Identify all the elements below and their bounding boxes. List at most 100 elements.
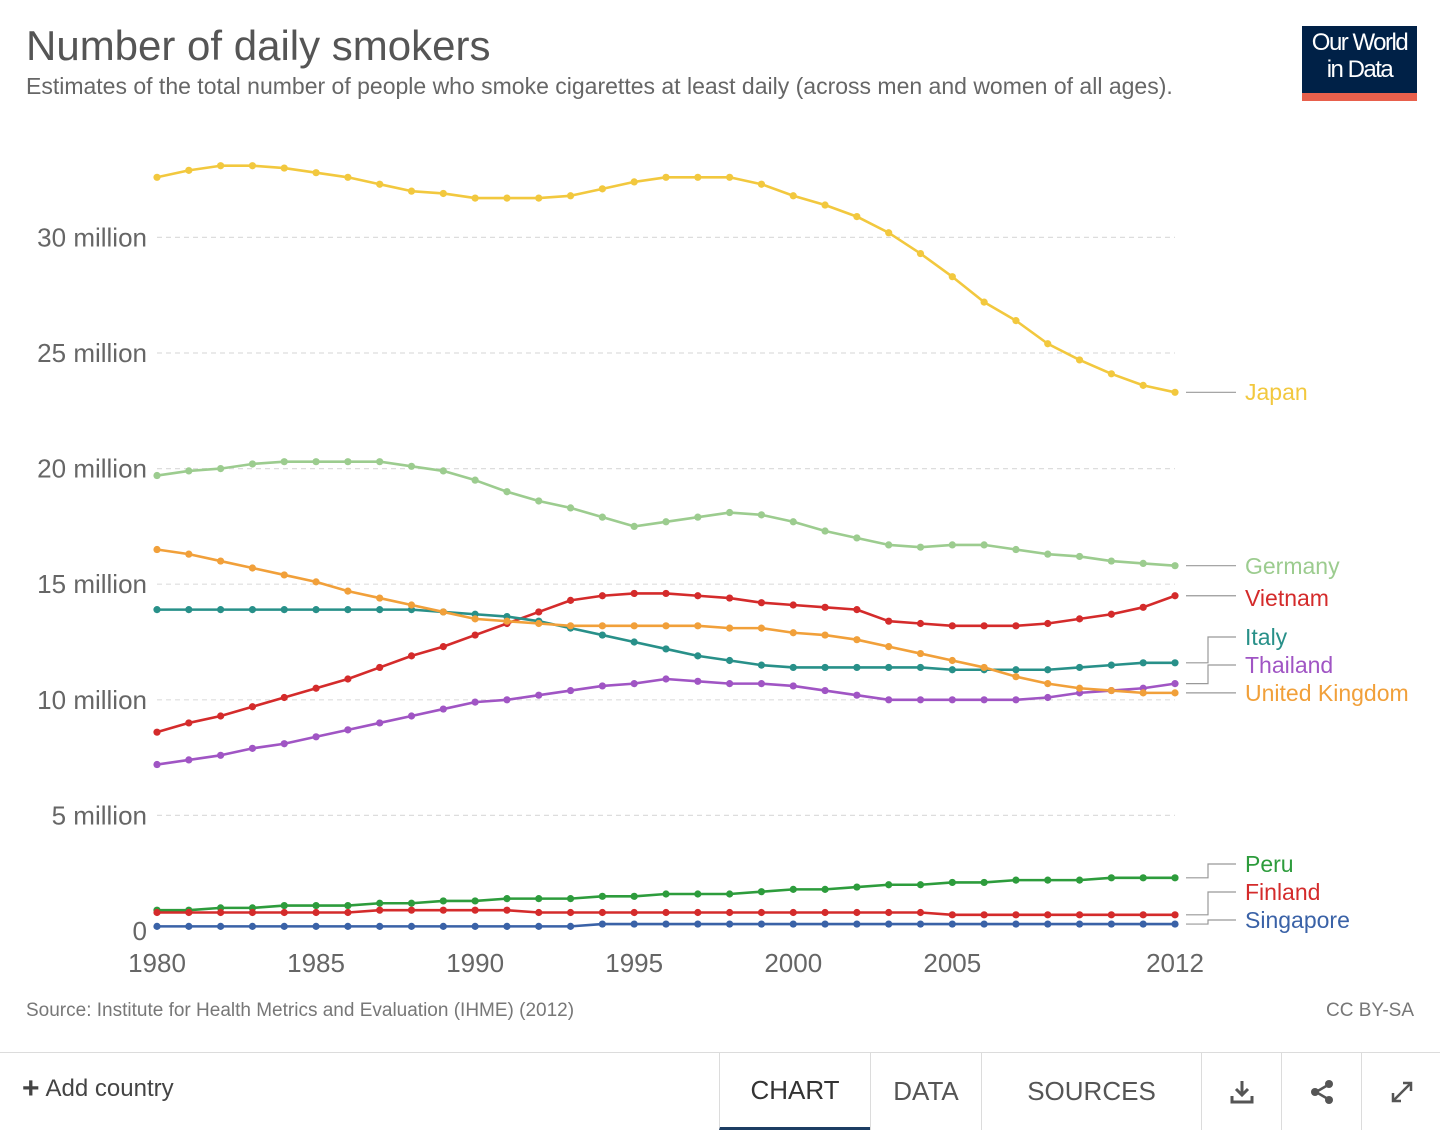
line-chart: 0 5 million 10 million 15 million 20 million… [37, 162, 1409, 978]
data-point [821, 663, 829, 672]
data-point [1107, 370, 1115, 378]
data-point [566, 908, 575, 917]
data-point [789, 518, 797, 526]
data-point [1171, 874, 1179, 882]
data-point [153, 760, 161, 769]
data-point [503, 617, 511, 625]
series-line [156, 164, 1176, 394]
series-germany [153, 458, 1179, 570]
data-point [853, 920, 861, 928]
data-point [1107, 911, 1115, 919]
data-point [980, 298, 988, 306]
y-tick-label: 20 million [37, 454, 147, 484]
data-point [1139, 874, 1147, 882]
data-point [217, 908, 225, 917]
data-point [980, 878, 988, 887]
data-point [503, 488, 511, 496]
data-point [407, 922, 416, 930]
x-tick-label: 2000 [764, 948, 822, 978]
series-japan [153, 162, 1179, 396]
tab-data[interactable]: DATA [870, 1053, 981, 1130]
data-point [1107, 661, 1115, 669]
data-point [694, 592, 702, 600]
download-icon [1230, 1080, 1253, 1103]
data-point [1139, 559, 1147, 567]
add-country-button[interactable]: + Add country [22, 1074, 174, 1104]
legend-leader-line [1186, 664, 1236, 685]
data-point [471, 922, 479, 930]
data-point [471, 631, 479, 639]
data-point [948, 541, 956, 549]
data-point [1044, 920, 1052, 928]
data-point [248, 908, 257, 917]
data-point [853, 636, 861, 644]
data-point [1107, 686, 1115, 695]
y-tick-label: 5 million [52, 800, 147, 830]
data-point [153, 922, 161, 930]
data-point [1171, 388, 1179, 396]
data-point [948, 622, 956, 630]
data-point [566, 596, 575, 604]
share-button[interactable] [1281, 1053, 1361, 1130]
series-finland [153, 906, 1179, 919]
tab-sources[interactable]: SOURCES [981, 1053, 1201, 1130]
data-point [407, 187, 416, 195]
data-point [1012, 666, 1020, 674]
data-point [630, 892, 638, 900]
data-point [535, 608, 543, 616]
data-point [535, 895, 543, 903]
data-point [153, 471, 161, 480]
legend-label: Thailand [1245, 652, 1333, 678]
data-point [280, 901, 288, 910]
data-point [694, 622, 702, 630]
data-point [598, 682, 606, 690]
data-point [471, 615, 479, 623]
data-point [885, 229, 893, 237]
data-point [1044, 693, 1052, 702]
data-point [1139, 381, 1147, 389]
data-point [598, 592, 606, 600]
data-point [185, 550, 193, 558]
fullscreen-button[interactable] [1361, 1053, 1440, 1130]
x-tick-label: 2005 [923, 948, 981, 978]
data-point [598, 622, 606, 630]
chart-footer-toolbar: + Add country CHART DATA SOURCES [0, 1052, 1440, 1131]
data-point [153, 545, 161, 554]
data-point [789, 629, 797, 637]
download-button[interactable] [1201, 1053, 1281, 1130]
series-line [156, 548, 1175, 695]
data-point [439, 189, 447, 198]
data-point [217, 557, 225, 565]
owid-logo[interactable]: Our World in Data [1302, 26, 1417, 101]
legend-leader-line [1186, 919, 1236, 925]
data-point [344, 606, 352, 614]
data-point [312, 606, 320, 614]
data-point [535, 619, 543, 628]
data-point [439, 922, 447, 930]
data-point [821, 527, 829, 535]
data-point [885, 643, 893, 651]
legend-label: Germany [1245, 553, 1340, 579]
data-point [1012, 911, 1020, 919]
data-point [1075, 356, 1084, 364]
y-tick-label: 15 million [37, 569, 147, 599]
series-vietnam [153, 589, 1179, 736]
y-tick-label: 25 million [37, 338, 147, 368]
data-point [1044, 680, 1052, 688]
tab-chart[interactable]: CHART [719, 1053, 870, 1130]
license-link[interactable]: CC BY-SA [1326, 1000, 1414, 1021]
data-point [312, 578, 320, 586]
data-point [1012, 920, 1020, 928]
data-point [726, 908, 734, 917]
source-note[interactable]: Source: Institute for Health Metrics and… [26, 1000, 575, 1021]
data-point [153, 908, 161, 917]
data-point [694, 173, 702, 181]
data-point [694, 890, 702, 898]
chart-subtitle: Estimates of the total number of people … [26, 73, 1173, 99]
data-point [694, 652, 702, 660]
data-point [566, 622, 575, 630]
data-point [757, 599, 766, 607]
data-point [248, 460, 257, 468]
data-point [726, 594, 734, 602]
data-point [948, 666, 956, 674]
